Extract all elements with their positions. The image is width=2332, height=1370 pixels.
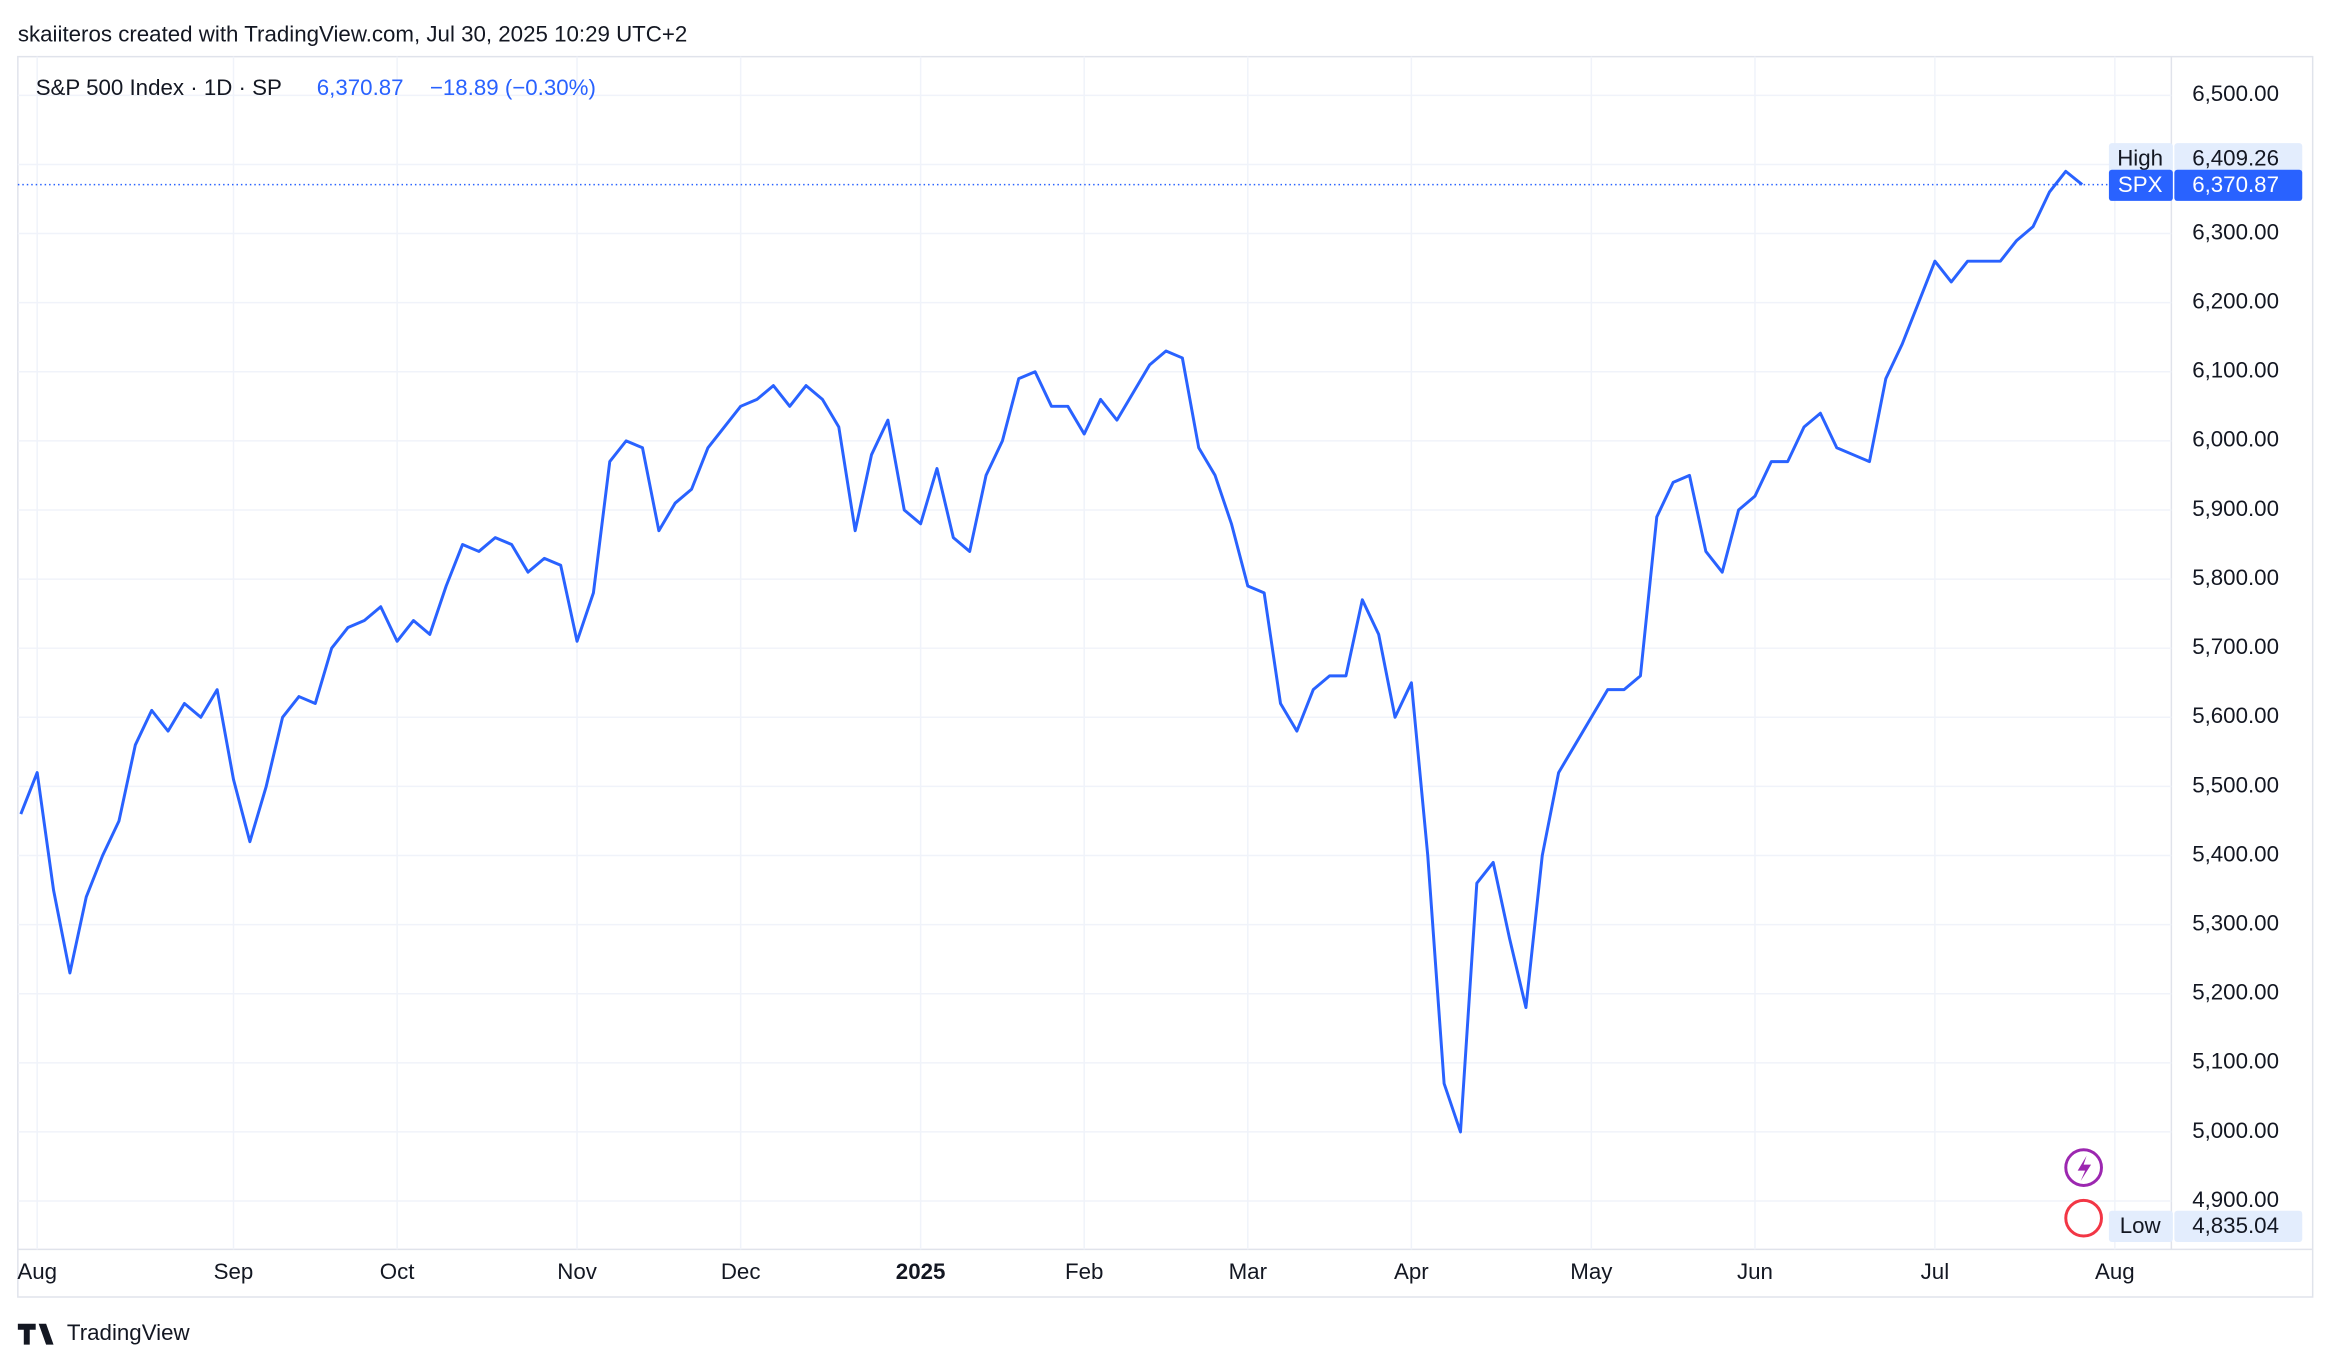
high-value: 6,409.26 bbox=[2192, 145, 2279, 170]
y-tick-label: 5,200.00 bbox=[2192, 980, 2279, 1005]
low-value-box bbox=[2174, 1210, 2303, 1242]
x-tick-label: Dec bbox=[721, 1259, 761, 1284]
x-tick-label: Mar bbox=[1229, 1259, 1268, 1284]
y-tick-label: 5,300.00 bbox=[2192, 911, 2279, 936]
y-tick-label: 5,900.00 bbox=[2192, 496, 2279, 521]
x-tick-label: May bbox=[1570, 1259, 1613, 1284]
x-tick-label: Oct bbox=[380, 1259, 415, 1284]
price-line bbox=[19, 169, 2084, 1134]
high-name-box bbox=[2108, 143, 2173, 175]
y-tick-label: 5,600.00 bbox=[2192, 703, 2279, 728]
x-tick-label: Aug bbox=[2095, 1259, 2135, 1284]
last-value: 6,370.87 bbox=[2192, 172, 2279, 197]
y-tick-label: 5,400.00 bbox=[2192, 841, 2279, 866]
flag-icon[interactable] bbox=[2064, 1198, 2103, 1238]
y-tick-label: 5,500.00 bbox=[2192, 772, 2279, 797]
x-tick-label: Jun bbox=[1737, 1259, 1773, 1284]
x-tick-label: 2025 bbox=[896, 1259, 946, 1284]
legend-last: 6,370.87 bbox=[317, 75, 404, 100]
x-tick-label: Apr bbox=[1394, 1259, 1429, 1284]
x-tick-label: Aug bbox=[17, 1259, 57, 1284]
logo-mark bbox=[17, 1323, 54, 1345]
y-tick-label: 6,100.00 bbox=[2192, 358, 2279, 383]
last-name: SPX bbox=[2118, 172, 2163, 197]
y-tick-label: 6,000.00 bbox=[2192, 427, 2279, 452]
high-name: High bbox=[2117, 145, 2163, 170]
low-value: 4,835.04 bbox=[2192, 1213, 2279, 1238]
event-icon bbox=[2077, 1155, 2092, 1181]
x-tick-label: Nov bbox=[557, 1259, 598, 1284]
x-tick-label: Feb bbox=[1065, 1259, 1103, 1284]
footer-logo: TradingView bbox=[67, 1320, 191, 1345]
header: skaiiteros created with TradingView.com,… bbox=[18, 22, 687, 47]
last-value-box bbox=[2174, 169, 2303, 201]
high-value-box bbox=[2174, 143, 2303, 175]
frame bbox=[17, 55, 2314, 1298]
y-tick-label: 6,200.00 bbox=[2192, 289, 2279, 314]
y-tick-label: 5,100.00 bbox=[2192, 1049, 2279, 1074]
y-tick-label: 5,000.00 bbox=[2192, 1118, 2279, 1143]
y-tick-label: 5,700.00 bbox=[2192, 634, 2279, 659]
y-tick-label: 4,900.00 bbox=[2192, 1187, 2279, 1212]
legend-change: −18.89 (−0.30%) bbox=[430, 75, 596, 100]
low-name-box bbox=[2108, 1210, 2173, 1242]
y-tick-label: 5,800.00 bbox=[2192, 565, 2279, 590]
legend-symbol: S&P 500 Index · 1D · SP bbox=[36, 75, 282, 100]
y-tick-label: 6,300.00 bbox=[2192, 219, 2279, 244]
x-tick-label: Sep bbox=[214, 1259, 254, 1284]
y-tick-label: 6,500.00 bbox=[2192, 81, 2279, 106]
low-name: Low bbox=[2120, 1213, 2162, 1238]
last-name-box bbox=[2108, 169, 2173, 201]
x-tick-label: Jul bbox=[1921, 1259, 1950, 1284]
